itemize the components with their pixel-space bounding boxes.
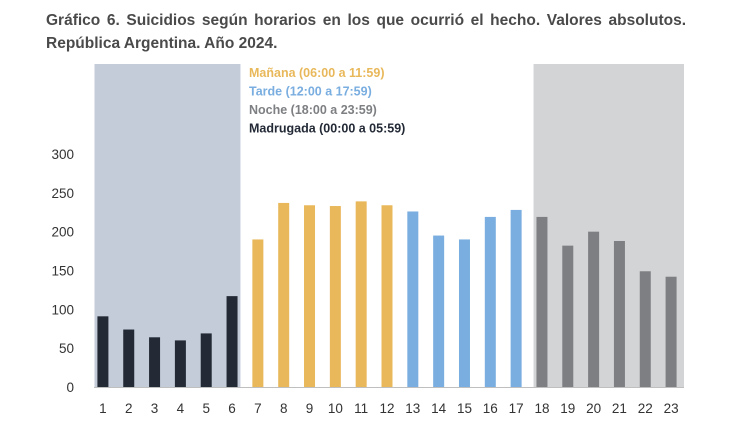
x-tick-label: 9 (306, 401, 314, 416)
bar-hour-17 (510, 209, 522, 387)
shaded-region-1 (94, 64, 241, 387)
bar-hour-6 (226, 296, 238, 387)
x-tick-label: 11 (354, 401, 368, 416)
x-tick-label: 17 (509, 401, 524, 416)
x-tick-label: 8 (280, 401, 288, 416)
bar-hour-8 (278, 202, 290, 387)
y-tick-label: 0 (66, 380, 74, 395)
bar-hour-21 (613, 240, 625, 387)
y-axis-ticks: 0 50 100 150 200 250 300 (51, 147, 74, 395)
bar-hour-9 (304, 205, 316, 387)
x-tick-label: 22 (638, 401, 653, 416)
y-tick-label: 50 (59, 341, 74, 356)
bar-hour-11 (355, 201, 367, 387)
y-tick-label: 250 (51, 186, 74, 201)
legend: Mañana (06:00 a 11:59) Tarde (12:00 a 17:… (249, 66, 405, 136)
legend-item-noche: Noche (18:00 a 23:59) (249, 103, 377, 117)
x-tick-label: 14 (431, 401, 447, 416)
x-tick-label: 13 (405, 401, 420, 416)
bar-hour-15 (458, 239, 470, 387)
bar-hour-19 (562, 245, 574, 387)
bar-hour-2 (123, 329, 135, 387)
x-tick-label: 2 (125, 401, 133, 416)
bar-hour-4 (174, 340, 186, 387)
bar-hour-7 (252, 239, 264, 387)
bar-hour-18 (536, 216, 548, 387)
legend-item-tarde: Tarde (12:00 a 17:59) (249, 85, 372, 99)
bar-hour-23 (665, 276, 677, 387)
x-tick-label: 23 (664, 401, 679, 416)
x-tick-label: 4 (177, 401, 185, 416)
bar-hour-5 (200, 333, 212, 387)
y-tick-label: 300 (51, 147, 74, 162)
x-tick-label: 21 (612, 401, 627, 416)
x-tick-label: 12 (379, 401, 394, 416)
x-tick-label: 7 (254, 401, 262, 416)
x-axis-ticks: 1 2 3 4 5 6 7 8 9 10 11 12 13 14 15 16 17 18 19 20 21 22 23 (99, 401, 678, 416)
x-tick-label: 6 (228, 401, 236, 416)
bar-hour-1 (97, 316, 109, 387)
y-tick-label: 150 (51, 264, 74, 279)
x-tick-label: 15 (457, 401, 472, 416)
x-tick-label: 5 (202, 401, 210, 416)
x-tick-label: 16 (483, 401, 498, 416)
chart-title: Gráfico 6. Suicidios según horarios en l… (46, 12, 686, 52)
bar-hour-12 (381, 205, 393, 387)
legend-item-madrugada: Madrugada (00:00 a 05:59) (249, 122, 405, 136)
y-tick-label: 200 (51, 225, 74, 240)
bar-hour-14 (433, 235, 445, 387)
x-tick-label: 10 (328, 401, 343, 416)
x-tick-label: 1 (99, 401, 107, 416)
legend-item-manana: Mañana (06:00 a 11:59) (249, 66, 385, 80)
bar-hour-3 (149, 337, 161, 387)
bar-hour-22 (639, 271, 651, 387)
y-tick-label: 100 (51, 302, 74, 317)
shaded-region-2 (533, 64, 684, 387)
bar-hour-20 (588, 231, 600, 387)
bar-hour-16 (484, 216, 496, 387)
x-tick-label: 3 (151, 401, 159, 416)
shaded-regions (94, 64, 684, 387)
x-tick-label: 20 (586, 401, 601, 416)
bar-hour-10 (329, 206, 341, 387)
bars (97, 201, 677, 387)
x-tick-label: 18 (534, 401, 549, 416)
x-tick-label: 19 (560, 401, 575, 416)
bar-hour-13 (407, 211, 419, 387)
